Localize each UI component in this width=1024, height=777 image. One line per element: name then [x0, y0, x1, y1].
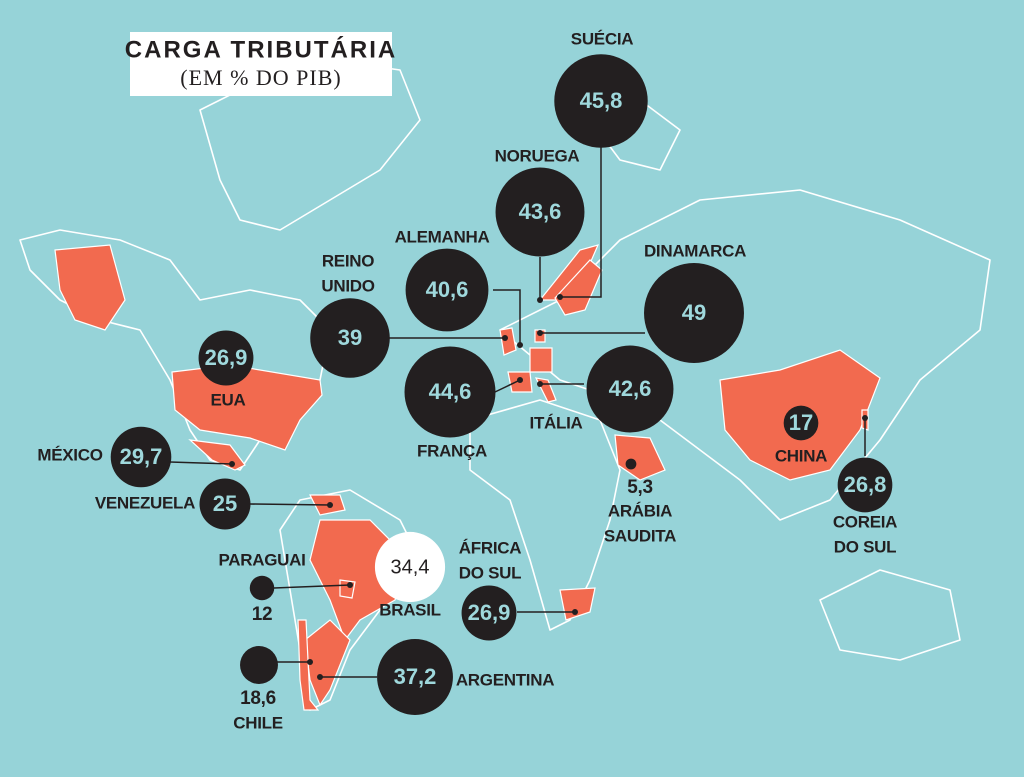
- country-name: REINO: [322, 251, 374, 270]
- bubble: [625, 458, 637, 470]
- leader-dot: [537, 330, 543, 336]
- country-name: MÉXICO: [37, 445, 102, 464]
- leader-line: [560, 145, 602, 298]
- value-label: 12: [252, 604, 273, 625]
- country-name: FRANÇA: [417, 441, 487, 460]
- leader-dot: [862, 415, 868, 421]
- bubble: [310, 298, 390, 378]
- leader-dot: [502, 335, 508, 341]
- country-name: COREIA: [833, 512, 897, 531]
- bubble: [198, 330, 254, 386]
- country-name: CHINA: [775, 446, 827, 465]
- bubble: [837, 457, 893, 513]
- country-name: ARÁBIA: [608, 501, 672, 520]
- bubble: [461, 585, 517, 641]
- country-name: ARGENTINA: [456, 670, 554, 689]
- leader-dot: [572, 609, 578, 615]
- leader-dot: [327, 502, 333, 508]
- country-name: ALEMANHA: [395, 227, 490, 246]
- leader-line: [273, 584, 351, 589]
- leader-line: [493, 289, 521, 345]
- leader-dot: [307, 659, 313, 665]
- leader-dot: [517, 377, 523, 383]
- country-name: EUA: [211, 390, 246, 409]
- value-label: 29,7: [120, 444, 163, 469]
- value-label: 44,6: [429, 379, 472, 404]
- value-label: 45,8: [580, 88, 623, 113]
- value-label: 49: [682, 300, 706, 325]
- leader-dot: [517, 342, 523, 348]
- leader-dot: [317, 674, 323, 680]
- bubble: [405, 248, 489, 332]
- leader-dot: [537, 381, 543, 387]
- country-name: DO SUL: [834, 537, 896, 556]
- value-label: 18,6: [240, 688, 276, 709]
- bubble: [249, 575, 275, 601]
- bubble: [495, 167, 585, 257]
- title-box: [130, 32, 392, 96]
- bubble: [554, 54, 648, 148]
- bubble: [374, 531, 446, 603]
- country-name: DINAMARCA: [644, 241, 746, 260]
- value-label: 25: [213, 491, 237, 516]
- bubble: [110, 426, 172, 488]
- country-name: ÁFRICA: [459, 538, 521, 557]
- bubble: [783, 405, 819, 441]
- country-name: PARAGUAI: [218, 550, 305, 569]
- value-label: 34,4: [391, 556, 430, 578]
- value-label: 26,9: [205, 345, 248, 370]
- leader-line: [249, 503, 331, 506]
- country-name: SAUDITA: [604, 526, 676, 545]
- value-label: 26,9: [468, 600, 511, 625]
- bubble: [644, 263, 744, 363]
- country-name: ITÁLIA: [530, 413, 583, 432]
- country-name: SUÉCIA: [571, 29, 633, 48]
- value-label: 40,6: [426, 277, 469, 302]
- subtitle: (EM % DO PIB): [180, 65, 342, 90]
- value-label: 39: [338, 325, 362, 350]
- bubble: [404, 346, 496, 438]
- bubble: [586, 345, 674, 433]
- value-label: 26,8: [844, 472, 887, 497]
- country-name: UNIDO: [321, 276, 374, 295]
- country-name: VENEZUELA: [95, 493, 195, 512]
- leader-dot: [557, 294, 563, 300]
- country-name: BRASIL: [379, 600, 440, 619]
- country-name: DO SUL: [459, 563, 521, 582]
- bubble: [240, 646, 278, 684]
- value-label: 17: [789, 410, 813, 435]
- value-label: 43,6: [519, 199, 562, 224]
- leader-dot: [537, 297, 543, 303]
- bubble: [377, 639, 453, 715]
- value-label: 37,2: [394, 664, 437, 689]
- value-label: 42,6: [609, 376, 652, 401]
- leader-dot: [347, 582, 353, 588]
- country-name: NORUEGA: [495, 146, 580, 165]
- value-label: 5,3: [627, 477, 653, 498]
- leader-dot: [229, 461, 235, 467]
- leader-line: [494, 379, 521, 393]
- leader-line: [169, 461, 233, 465]
- bubble: [199, 478, 251, 530]
- country-name: CHILE: [233, 713, 283, 732]
- title: CARGA TRIBUTÁRIA: [125, 35, 397, 63]
